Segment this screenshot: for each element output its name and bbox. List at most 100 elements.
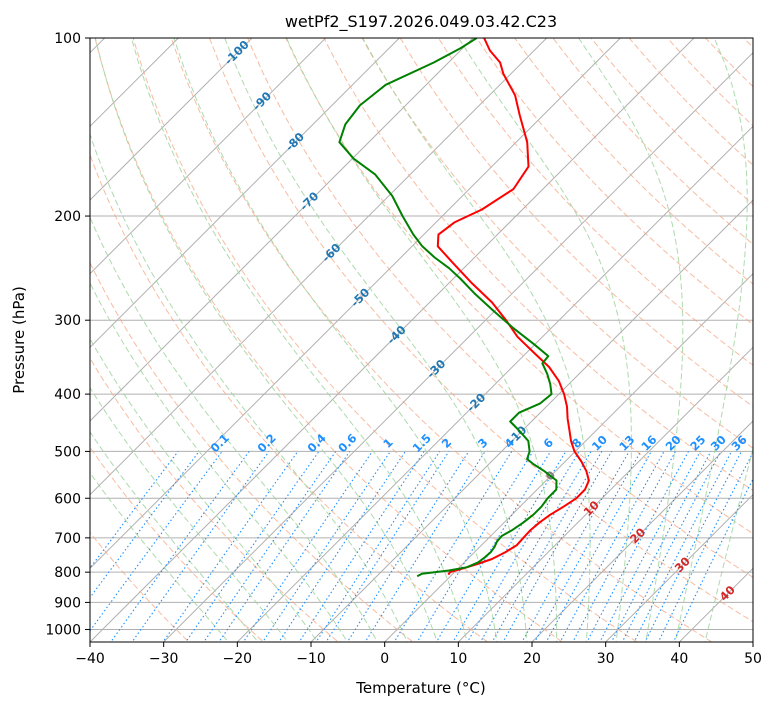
x-tick-label: −40: [75, 651, 105, 667]
x-tick-label: 30: [597, 651, 615, 667]
dry-adiabat-line: [323, 38, 753, 492]
dry-adiabat-line: [90, 446, 265, 642]
isotherm-line: [90, 38, 621, 570]
x-axis: −40 −30 −20 −10 0 10 20 30 40 50: [75, 642, 762, 667]
mixing-ratio-line: [218, 451, 351, 642]
y-tick-label: 700: [54, 531, 81, 547]
mixing-ratio-line: [185, 451, 320, 642]
y-tick-label: 900: [54, 595, 81, 611]
isotherm-line: [531, 420, 753, 642]
mixing-ratio-line: [621, 451, 722, 642]
y-tick-label: 100: [54, 31, 81, 47]
mixing-ratio-line: [393, 451, 513, 642]
mixing-ratio-line: [599, 451, 701, 642]
mixing-ratio-line: [325, 451, 450, 642]
moist-adiabat-line: [90, 431, 259, 642]
dry-adiabat-line: [437, 38, 753, 366]
isotherm-line: [90, 38, 253, 201]
dry-adiabat-line: [514, 38, 753, 285]
moist-adiabat-line: [362, 38, 591, 642]
mixing-ratio-line: [657, 451, 753, 642]
isotherm-line: [90, 38, 400, 349]
x-tick-label: −30: [149, 651, 179, 667]
x-axis-title: Temperature (°C): [355, 679, 485, 697]
isotherm-label: -60: [319, 240, 344, 265]
y-tick-label: 1000: [45, 622, 81, 638]
y-tick-label: 300: [54, 313, 81, 329]
moist-adiabat-line: [224, 38, 528, 642]
dry-adiabat-line: [170, 38, 713, 642]
mixing-ratio-line: [90, 451, 179, 569]
dry-adiabat-line: [90, 531, 190, 642]
mixing-ratio-label: 3: [475, 435, 491, 451]
isotherm-label: -30: [424, 357, 449, 382]
dry-adiabat-line: [476, 38, 753, 326]
mixing-ratio-line: [131, 451, 270, 642]
isotherm-line: [90, 38, 548, 496]
warm-isotherm-label: 40: [717, 583, 738, 604]
x-tick-label: 40: [670, 651, 688, 667]
moist-adiabat-line: [704, 446, 753, 642]
y-tick-label: 800: [54, 565, 81, 581]
mixing-ratio-line: [298, 451, 425, 642]
isotherm-label: -80: [283, 130, 308, 155]
isotherm-line: [678, 567, 753, 642]
y-axis: 100 200 300 400 500 600 700 800 900 1000: [45, 31, 90, 638]
moist-adiabat-line: [90, 216, 378, 642]
mixing-ratio-label: 25: [687, 432, 708, 453]
y-axis-title: Pressure (hPa): [10, 286, 28, 394]
moist-adiabat-line: [173, 38, 498, 642]
mixing-ratio-line: [502, 451, 613, 642]
x-tick-label: 0: [380, 651, 389, 667]
mixing-ratio-line: [203, 451, 337, 642]
mixing-ratio-line: [610, 451, 712, 642]
moist-adiabat-line: [90, 282, 348, 642]
moist-adiabat-line: [674, 38, 748, 642]
isotherm-line: [384, 272, 753, 642]
x-tick-label: 10: [449, 651, 467, 667]
mixing-ratio-label: 36: [729, 432, 750, 453]
mixing-ratio-label: 1: [380, 435, 396, 451]
mixing-ratio-line: [633, 451, 732, 642]
y-tick-label: 200: [54, 209, 81, 225]
mixing-ratio-line: [364, 451, 486, 642]
chart-title: wetPf2_S197.2026.049.03.42.C23: [285, 12, 557, 32]
plot-frame: [89, 37, 754, 643]
y-tick-label: 500: [54, 444, 81, 460]
mixing-ratio-line: [534, 451, 642, 642]
moist-adiabat-line: [94, 38, 438, 642]
mixing-ratio-label: 30: [708, 432, 729, 453]
dry-adiabat-line: [94, 38, 564, 642]
moist-adiabat-line: [285, 38, 558, 642]
mixing-ratio-label: 6: [540, 435, 556, 451]
mixing-ratio-line: [572, 451, 676, 642]
dry-adiabat-line: [208, 38, 753, 623]
mixing-ratio-label: 16: [638, 432, 659, 453]
isotherm-label: -50: [348, 285, 373, 310]
mixing-ratio-line: [110, 451, 250, 642]
mixing-ratio-line: [435, 451, 552, 642]
mixing-ratio-label: 20: [663, 432, 684, 453]
moist-adiabat-line: [90, 472, 230, 642]
mixing-ratio-line: [90, 451, 223, 632]
y-tick-label: 600: [54, 491, 81, 507]
mixing-ratio-line: [521, 451, 630, 642]
x-tick-label: 50: [744, 651, 762, 667]
dry-adiabat-line: [399, 38, 753, 408]
moist-adiabat-line: [90, 386, 289, 642]
moist-adiabat-line: [458, 38, 632, 642]
mixing-ratio-line: [466, 451, 580, 642]
x-tick-label: 20: [523, 651, 541, 667]
dry-adiabat-line: [628, 38, 753, 166]
mixing-ratio-label: 10: [589, 432, 610, 453]
isotherm-line: [163, 51, 753, 642]
dry-adiabat-line: [704, 38, 753, 88]
dry-adiabat-line: [769, 25, 775, 647]
moist-adiabat-line: [130, 38, 468, 642]
dewpoint-profile-line: [338, 38, 558, 578]
dry-adiabat-line: [132, 38, 638, 642]
mixing-ratio-line: [672, 477, 753, 642]
mixing-ratio-line: [346, 451, 470, 642]
sounding-profiles: [338, 38, 590, 578]
mixing-ratio-line: [416, 451, 534, 642]
